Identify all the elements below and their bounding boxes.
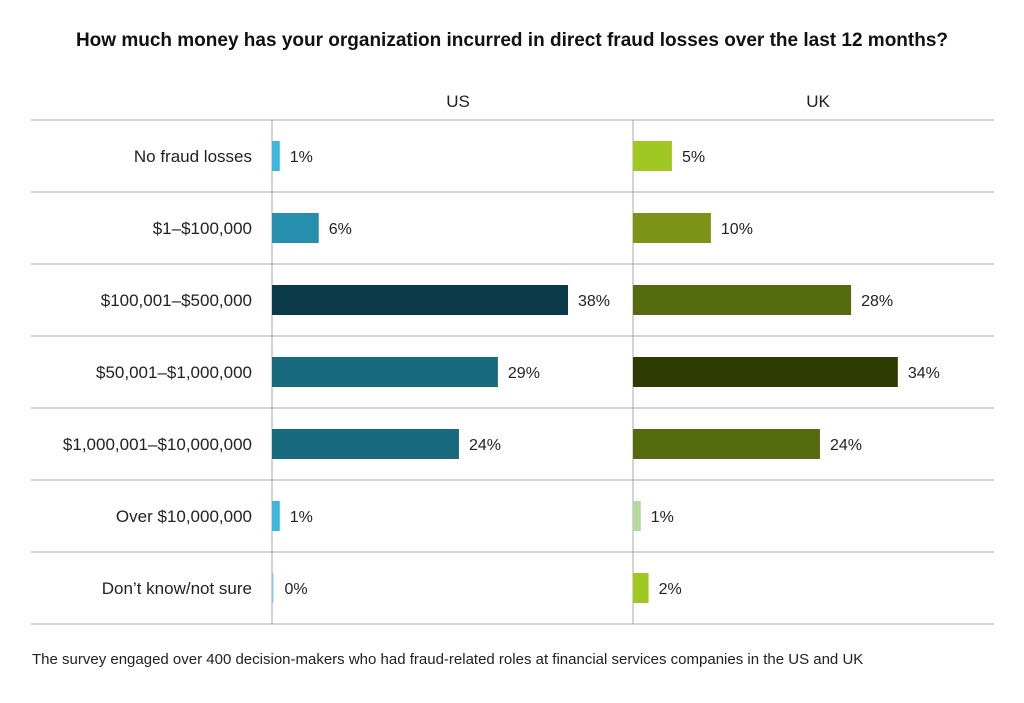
bar-us [272,429,459,459]
bar-uk [633,285,852,315]
bar-uk [633,141,672,171]
bar-uk [633,573,649,603]
column-header-us: US [446,92,470,111]
category-label: $50,001–$1,000,000 [96,363,252,382]
category-label: Over $10,000,000 [116,507,252,526]
bar-us [272,501,280,531]
value-label-uk: 34% [908,365,940,382]
value-label-us: 24% [469,437,501,454]
value-label-uk: 28% [861,293,893,310]
value-label-uk: 2% [659,581,682,598]
category-label: $1,000,001–$10,000,000 [63,435,252,454]
value-label-uk: 1% [651,509,674,526]
value-label-us: 0% [285,581,308,598]
bar-us [272,285,568,315]
chart-title: How much money has your organization inc… [75,30,949,51]
category-label: $100,001–$500,000 [101,291,252,310]
bar-us [272,213,319,243]
bar-uk [633,429,820,459]
value-label-us: 1% [290,149,313,166]
column-header-uk: UK [806,92,830,111]
category-label: $1–$100,000 [153,219,252,238]
bar-us [272,573,274,603]
value-label-uk: 24% [830,437,862,454]
value-label-us: 6% [329,221,352,238]
bar-uk [633,501,641,531]
footnote: The survey engaged over 400 decision-mak… [32,651,864,668]
category-label: No fraud losses [134,147,252,166]
value-label-uk: 10% [721,221,753,238]
category-label: Don’t know/not sure [102,579,252,598]
value-label-uk: 5% [682,149,705,166]
value-label-us: 38% [578,293,610,310]
bar-us [272,357,498,387]
bar-uk [633,357,898,387]
bar-us [272,141,280,171]
bar-uk [633,213,711,243]
value-label-us: 1% [290,509,313,526]
value-label-us: 29% [508,365,540,382]
